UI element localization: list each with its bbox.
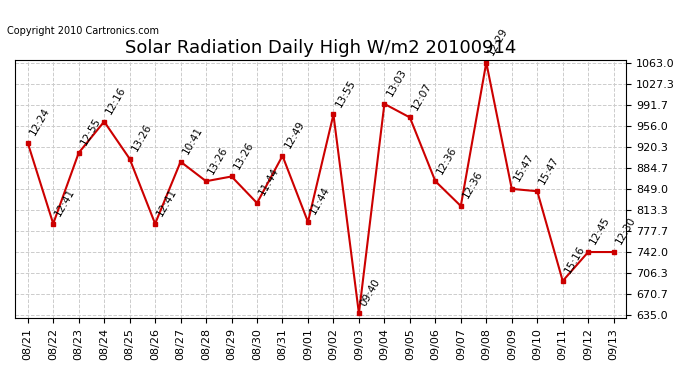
Text: 15:16: 15:16 (563, 244, 586, 275)
Text: 15:47: 15:47 (538, 154, 561, 186)
Text: 12:29: 12:29 (486, 26, 510, 57)
Text: 12:41: 12:41 (155, 187, 179, 218)
Text: 13:26: 13:26 (232, 140, 255, 171)
Text: 12:41: 12:41 (53, 187, 77, 218)
Text: 12:45: 12:45 (588, 215, 612, 246)
Text: 12:36: 12:36 (435, 144, 459, 176)
Text: 13:03: 13:03 (384, 68, 408, 98)
Text: 09:40: 09:40 (359, 277, 382, 308)
Text: 12:16: 12:16 (104, 85, 128, 116)
Text: 13:55: 13:55 (333, 78, 357, 109)
Text: 12:24: 12:24 (28, 106, 52, 137)
Text: Copyright 2010 Cartronics.com: Copyright 2010 Cartronics.com (7, 26, 159, 36)
Text: 13:26: 13:26 (130, 122, 153, 153)
Text: 12:55: 12:55 (79, 116, 102, 147)
Text: 15:47: 15:47 (512, 152, 535, 183)
Text: 12:30: 12:30 (613, 216, 638, 246)
Text: 11:44: 11:44 (257, 166, 281, 198)
Text: 12:07: 12:07 (410, 81, 433, 112)
Text: 11:44: 11:44 (308, 185, 332, 216)
Text: 12:36: 12:36 (461, 170, 484, 201)
Text: 13:26: 13:26 (206, 144, 230, 176)
Text: 12:49: 12:49 (282, 119, 306, 150)
Title: Solar Radiation Daily High W/m2 20100914: Solar Radiation Daily High W/m2 20100914 (125, 39, 516, 57)
Text: 10:41: 10:41 (181, 125, 204, 156)
